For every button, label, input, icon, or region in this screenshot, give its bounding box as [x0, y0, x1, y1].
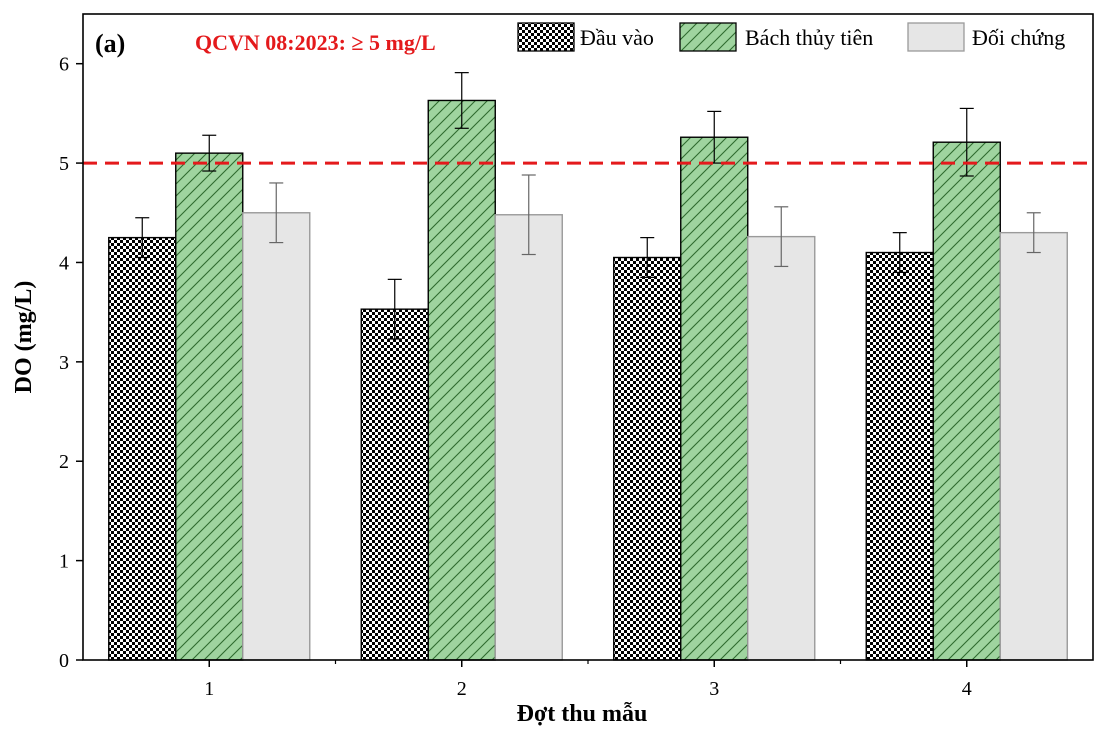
bar-3-4 [999, 231, 1068, 661]
bar-2-1 [175, 152, 244, 661]
panel-label: (a) [95, 29, 125, 58]
bars-layer [108, 99, 1068, 661]
legend-swatch [679, 22, 737, 52]
error-bar [269, 182, 284, 244]
bar-1-1 [108, 236, 177, 661]
y-axis-title: DO (mg/L) [11, 281, 37, 394]
bar-1-4 [865, 251, 934, 661]
bar-1-2 [360, 308, 429, 661]
legend-label: Đối chứng [972, 25, 1065, 50]
error-bar [454, 72, 469, 129]
y-axis: 0 1 2 3 4 5 6 [59, 54, 83, 672]
y-tick-label: 0 [59, 650, 69, 672]
y-tick-label: 2 [59, 451, 69, 473]
error-bar [959, 107, 974, 177]
error-bar [892, 232, 907, 273]
y-tick-label: 6 [59, 54, 69, 76]
x-tick-label: 3 [709, 678, 719, 700]
x-tick-label: 1 [204, 678, 214, 700]
legend-label: Bách thủy tiên [745, 25, 873, 50]
legend-item-2: Bách thủy tiên [679, 22, 873, 52]
legend-item-3: Đối chứng [907, 22, 1065, 52]
error-bars-layer [135, 72, 1041, 340]
y-tick-label: 4 [59, 252, 69, 274]
y-tick-label: 1 [59, 551, 69, 573]
bar-3-2 [494, 214, 563, 661]
error-bar [774, 206, 789, 268]
error-bar [1026, 212, 1041, 254]
legend-swatch [517, 22, 575, 52]
bar-3-3 [747, 235, 816, 661]
bar-2-4 [932, 141, 1001, 661]
x-tick-label: 2 [457, 678, 467, 700]
threshold-annotation: QCVN 08:2023: ≥ 5 mg/L [195, 30, 436, 55]
legend: Đầu vào Bách thủy tiên Đối chứng [517, 22, 1065, 52]
error-bar [135, 217, 150, 259]
x-tick-label: 4 [962, 678, 972, 700]
x-axis: 1 2 3 4 [204, 660, 972, 700]
error-bar [387, 278, 402, 340]
legend-label: Đầu vào [580, 25, 654, 50]
x-axis-title: Đợt thu mẫu [517, 701, 648, 727]
bar-3-1 [242, 212, 311, 661]
error-bar [202, 134, 217, 172]
bar-2-3 [680, 136, 749, 661]
y-tick-label: 5 [59, 153, 69, 175]
bar-1-3 [613, 256, 682, 661]
y-tick-label: 3 [59, 352, 69, 374]
legend-item-1: Đầu vào [517, 22, 654, 52]
error-bar [640, 237, 655, 278]
error-bar [521, 174, 536, 256]
bar-2-2 [427, 99, 496, 661]
legend-swatch [907, 22, 965, 52]
